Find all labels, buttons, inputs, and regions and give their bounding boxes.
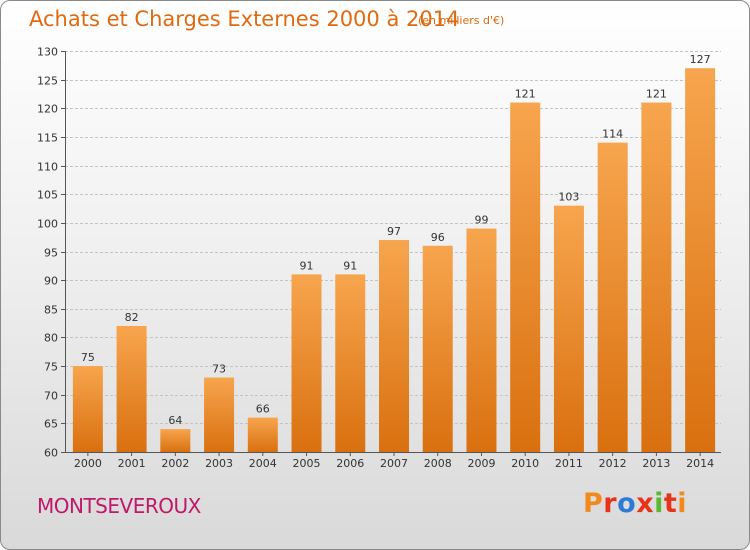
bar	[335, 274, 366, 452]
axes: 60 65 70 75 80 85 90 95 100 105 110 115 120 125 130 200…	[37, 46, 721, 470]
logo-letter: r	[603, 488, 618, 519]
y-tick-label: 70	[44, 390, 58, 403]
data-label: 75	[81, 351, 95, 364]
data-label: 64	[168, 414, 182, 427]
bar	[422, 245, 453, 452]
bar	[116, 325, 147, 452]
data-label: 114	[602, 128, 623, 141]
data-label: 91	[343, 259, 357, 272]
bar	[160, 429, 191, 452]
x-tick-label: 2005	[293, 457, 321, 470]
bar	[247, 417, 278, 452]
logo-letter: o	[617, 488, 637, 519]
logo-letter: i	[654, 488, 664, 519]
chart-subtitle: (en milliers d'€)	[418, 14, 505, 27]
bar	[466, 228, 497, 452]
y-tick-label: 110	[37, 161, 58, 174]
y-tick-label: 125	[37, 75, 58, 88]
y-tick-label: 90	[44, 275, 58, 288]
x-tick-label: 2006	[336, 457, 364, 470]
y-tick-label: 120	[37, 103, 58, 116]
data-label: 73	[212, 363, 226, 376]
bar	[291, 274, 322, 452]
x-tick-label: 2004	[249, 457, 277, 470]
proxiti-logo: Proxiti	[583, 488, 687, 519]
data-label: 121	[646, 88, 667, 101]
bar	[510, 102, 541, 453]
y-tick-label: 60	[44, 447, 58, 460]
y-tick-label: 65	[44, 418, 58, 431]
y-tick-label: 75	[44, 361, 58, 374]
bars: 75 82 64 73 66 91 91 97 96 99 121 103 114 121 127	[72, 53, 716, 453]
data-label: 127	[690, 53, 711, 66]
bar	[379, 240, 409, 452]
logo-letter: t	[663, 488, 678, 519]
place-name: MONTSEVEROUX	[37, 494, 201, 518]
logo-letter: i	[677, 488, 688, 519]
chart-title: Achats et Charges Externes 2000 à 2014	[29, 7, 460, 31]
y-tick-label: 105	[37, 189, 58, 202]
x-tick-label: 2008	[424, 457, 452, 470]
y-tick-label: 80	[44, 332, 58, 345]
x-tick-label: 2009	[467, 457, 495, 470]
y-tick-label: 100	[37, 218, 58, 231]
bar	[685, 68, 716, 452]
data-label: 121	[515, 88, 536, 101]
y-tick-label: 115	[37, 132, 58, 145]
bar	[597, 142, 628, 452]
data-label: 103	[558, 191, 579, 204]
bar	[204, 377, 235, 452]
x-tick-label: 2014	[686, 457, 714, 470]
y-tick-label: 130	[37, 46, 58, 59]
bar	[72, 366, 103, 452]
x-tick-label: 2011	[555, 457, 583, 470]
x-tick-label: 2007	[380, 457, 408, 470]
data-label: 66	[256, 403, 270, 416]
x-tick-label: 2001	[118, 457, 146, 470]
x-tick-label: 2010	[511, 457, 539, 470]
data-label: 99	[474, 214, 488, 227]
data-label: 96	[431, 231, 445, 244]
x-tick-label: 2012	[599, 457, 627, 470]
x-tick-label: 2013	[642, 457, 670, 470]
bar	[641, 102, 672, 453]
bar	[553, 205, 584, 452]
data-label: 91	[300, 259, 314, 272]
x-tick-label: 2002	[161, 457, 189, 470]
logo-letter: P	[583, 488, 604, 519]
y-tick-label: 95	[44, 247, 58, 260]
x-tick-label: 2000	[74, 457, 102, 470]
data-label: 97	[387, 225, 401, 238]
x-tick-label: 2003	[205, 457, 233, 470]
data-label: 82	[125, 311, 139, 324]
logo-letter: x	[636, 488, 655, 519]
y-tick-label: 85	[44, 304, 58, 317]
